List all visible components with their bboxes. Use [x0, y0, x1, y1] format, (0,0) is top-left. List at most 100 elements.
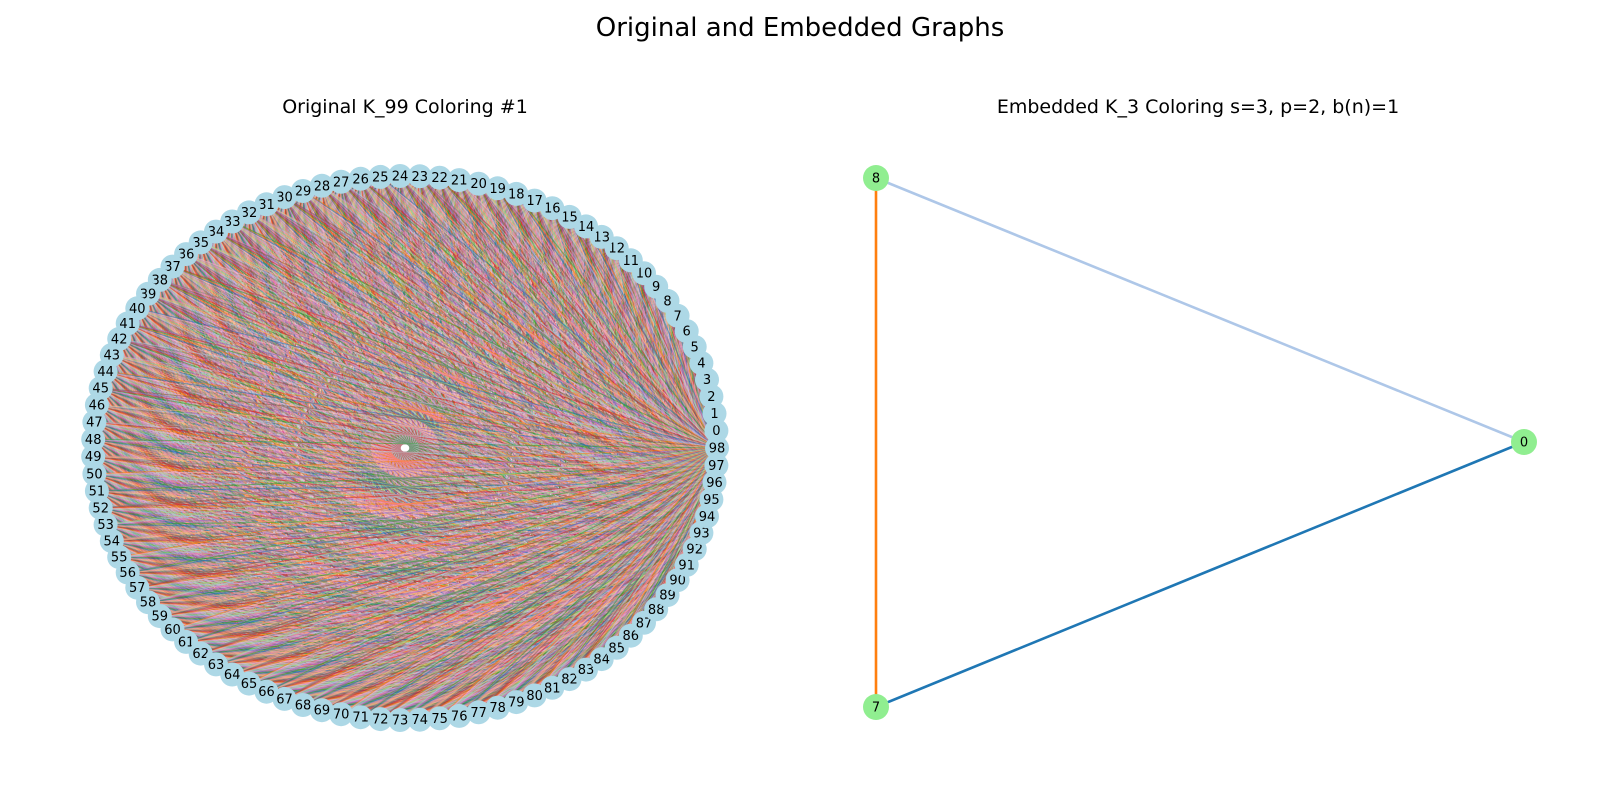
left-edge	[94, 421, 718, 449]
left-node-label: 22	[431, 171, 448, 186]
left-node-marker	[407, 164, 432, 189]
left-node-marker	[348, 166, 373, 191]
left-node-marker	[329, 169, 354, 194]
left-edge	[616, 247, 718, 449]
left-node-label: 36	[178, 248, 195, 263]
left-node-label: 13	[593, 230, 610, 245]
left-edge	[248, 211, 718, 449]
left-node: 22	[427, 165, 452, 190]
left-node-label: 1	[710, 407, 718, 422]
left-edge	[100, 447, 718, 509]
left-node-marker	[466, 171, 491, 196]
left-edge	[302, 190, 718, 449]
left-edge	[119, 338, 718, 449]
left-node: 18	[504, 181, 529, 206]
left-node-label: 17	[526, 194, 543, 209]
left-node-label: 25	[372, 170, 389, 185]
left-edge	[458, 447, 718, 717]
left-node-label: 45	[92, 382, 109, 397]
left-node-label: 5	[691, 340, 699, 355]
left-edge	[569, 482, 715, 680]
left-node: 29	[291, 179, 315, 203]
left-edge	[551, 207, 718, 449]
left-edge	[534, 515, 708, 696]
left-edge	[585, 447, 718, 670]
left-edge	[515, 193, 718, 449]
left-node-marker	[447, 168, 472, 193]
left-edge	[360, 447, 718, 718]
left-edge	[147, 447, 718, 603]
left-edge	[147, 293, 718, 449]
left-node-label: 37	[164, 260, 181, 275]
left-node-marker	[522, 188, 547, 213]
left-edge	[399, 175, 718, 449]
left-node-label: 46	[89, 399, 106, 414]
left-edge	[340, 447, 718, 715]
left-edge	[439, 177, 718, 449]
left-edge	[159, 447, 718, 617]
left-edge	[127, 322, 718, 449]
left-node-label: 4	[697, 357, 705, 372]
left-node: 27	[329, 169, 354, 194]
left-node-label: 8	[663, 294, 671, 309]
left-node: 25	[368, 164, 393, 189]
left-edge	[200, 447, 718, 655]
left-node-label: 27	[333, 175, 350, 190]
left-edge	[215, 447, 718, 665]
left-node: 32	[237, 200, 261, 225]
left-graph-nodes: 0123456789101112131415161718192021222324…	[81, 164, 729, 732]
left-node-label: 19	[489, 182, 506, 197]
left-node: 31	[254, 192, 279, 217]
left-node-label: 29	[295, 185, 312, 200]
left-edge	[302, 447, 718, 706]
left-edge	[137, 447, 718, 589]
left-edge	[601, 465, 717, 660]
left-node-label: 20	[470, 177, 487, 192]
left-edge	[569, 216, 718, 449]
left-node: 24	[388, 164, 412, 188]
left-node: 19	[485, 176, 510, 201]
left-edge	[497, 447, 718, 709]
left-edge	[569, 447, 718, 680]
left-edge	[630, 447, 718, 636]
left-edge	[127, 447, 718, 574]
left-node: 21	[447, 168, 472, 193]
left-edge	[321, 185, 718, 449]
left-edge	[585, 226, 718, 449]
left-edge	[551, 447, 718, 689]
left-edge	[96, 447, 718, 492]
left-edge	[185, 253, 718, 449]
left-node: 20	[466, 171, 491, 196]
left-node-label: 31	[258, 198, 275, 213]
left-edge	[159, 279, 718, 449]
left-edge	[111, 354, 718, 449]
left-edge	[172, 266, 718, 449]
left-edge	[478, 447, 718, 713]
left-node-label: 12	[608, 242, 625, 257]
left-node-label: 23	[412, 170, 429, 185]
left-node-label: 6	[683, 325, 691, 340]
left-edge	[119, 447, 718, 558]
left-node-marker	[388, 164, 412, 188]
left-graph-title: Original K_99 Coloring #1	[282, 96, 528, 118]
left-edge	[94, 447, 718, 475]
left-edge	[630, 260, 718, 449]
left-node-label: 34	[208, 225, 225, 240]
left-edge	[248, 447, 718, 685]
left-edge	[284, 447, 718, 700]
left-edge	[266, 203, 718, 449]
left-node-label: 9	[652, 280, 660, 295]
left-edge	[215, 231, 718, 449]
left-edge	[616, 447, 718, 649]
left-node-label: 15	[561, 210, 578, 225]
left-node-label: 16	[544, 202, 561, 217]
left-edge	[534, 200, 718, 449]
left-node-marker	[427, 165, 452, 190]
left-node-label: 35	[192, 236, 209, 251]
left-edge	[231, 221, 718, 449]
left-edge	[399, 447, 718, 721]
left-node: 47	[82, 410, 107, 435]
left-edge	[100, 387, 718, 449]
left-node-label: 32	[241, 206, 258, 221]
